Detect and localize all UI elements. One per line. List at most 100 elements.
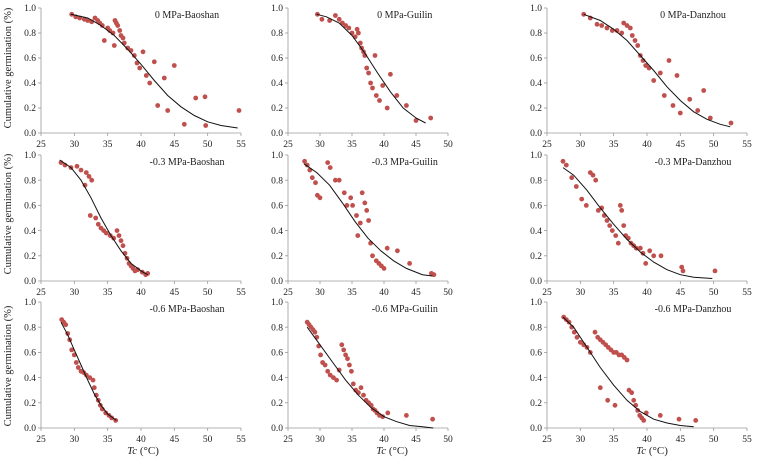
x-axis-label-col-1: Tc (°C) (127, 445, 159, 457)
data-point (341, 347, 347, 353)
data-point (140, 49, 146, 55)
data-point (431, 272, 437, 278)
data-point (643, 261, 649, 266)
x-tick-label: 50 (443, 288, 453, 298)
data-point (615, 240, 621, 246)
x-axis-label-unit: (°C) (646, 445, 668, 457)
panel-title: 0 MPa-Guilin (377, 10, 432, 21)
x-tick-label: 40 (642, 435, 652, 445)
x-axis-label-col-2: Tc (°C) (376, 445, 408, 457)
x-tick-label: 35 (103, 140, 113, 150)
x-tick-label: 50 (709, 288, 719, 298)
x-tick-label: 30 (315, 140, 325, 150)
data-point (101, 38, 107, 43)
x-tick-label: 45 (676, 288, 686, 298)
data-point (617, 203, 623, 208)
x-tick-label: 45 (170, 288, 180, 298)
data-point (373, 93, 379, 98)
data-point (643, 63, 649, 68)
data-point (388, 71, 393, 77)
data-point (357, 40, 363, 46)
data-point (313, 180, 318, 186)
data-point (595, 208, 601, 213)
data-point (147, 80, 153, 86)
x-tick-label: 55 (236, 140, 246, 150)
y-tick-label: 0.2 (530, 399, 542, 409)
data-point (99, 23, 105, 28)
data-point (670, 103, 676, 108)
data-point (641, 418, 647, 423)
x-tick-label: 50 (709, 140, 719, 150)
y-tick-label: 0.4 (271, 79, 283, 89)
data-point (317, 195, 323, 201)
y-tick-label: 0.4 (271, 374, 283, 384)
y-tick-label: 0.2 (24, 252, 36, 262)
data-point (413, 118, 419, 123)
x-tick-label: 35 (347, 435, 357, 445)
y-tick-label: 0.0 (24, 129, 36, 139)
data-point (676, 416, 682, 422)
data-point (111, 43, 117, 48)
x-tick-label: 40 (136, 140, 146, 150)
data-point (384, 105, 390, 111)
data-point (380, 83, 386, 88)
x-tick-label: 30 (576, 140, 586, 150)
x-axis-label-var: Tc (127, 445, 137, 457)
x-axis-labels: Tc (°C) Tc (°C) Tc (°C) (127, 445, 668, 457)
data-point (87, 375, 93, 380)
x-axis-label-unit: (°C) (137, 445, 159, 457)
data-point (309, 175, 315, 181)
data-point (651, 78, 657, 83)
y-tick-label: 0.0 (530, 277, 542, 287)
data-point (93, 215, 99, 221)
data-point (593, 177, 599, 183)
data-point (581, 11, 587, 17)
data-point (364, 65, 370, 71)
data-point (87, 213, 93, 218)
y-tick-label: 0.0 (271, 129, 283, 139)
data-point (629, 33, 635, 38)
y-tick-label: 0.2 (271, 252, 283, 262)
panels-group: 0.00.20.40.60.81.025 30 35 40 45 50 550 MPa-Ba… (24, 4, 752, 445)
y-axis-label-row-2: Cumulative germination (%) (3, 153, 14, 274)
data-point (635, 43, 641, 48)
panel-8: 0.0 0.2 0.4 0.6 0.8 1.0 25 30 35 40 45 50 -0.6 MPa-G… (271, 298, 453, 445)
fit-curve (70, 13, 238, 129)
data-point (657, 413, 663, 418)
data-point (116, 233, 122, 239)
data-point (165, 108, 171, 113)
data-point (577, 339, 583, 345)
data-point (599, 205, 605, 211)
data-point (394, 93, 400, 98)
panel-1: 0.0 0.2 0.4 0.6 0.8 1.0 25 30 35 40 45 50 55 0 MPa-Ba… (24, 4, 246, 150)
data-point (193, 95, 199, 101)
data-point (118, 238, 124, 244)
x-tick-label: 25 (283, 435, 293, 445)
data-point (137, 65, 143, 71)
y-axis-label-left: Cumulative germination (%) Cumulative ge… (3, 7, 14, 426)
fit-curve (59, 159, 148, 276)
y-tick-label: 0.8 (271, 323, 283, 333)
y-axis-label-row-1: Cumulative germination (%) (3, 7, 14, 128)
x-tick-label: 50 (443, 435, 453, 445)
data-point (319, 16, 325, 22)
data-point (647, 248, 653, 254)
data-point (619, 30, 625, 36)
data-point (624, 23, 630, 28)
data-point (145, 271, 151, 276)
data-point (573, 184, 579, 189)
data-point (73, 360, 79, 365)
data-point (404, 413, 409, 418)
x-tick-label: 25 (542, 140, 552, 150)
x-tick-label: 35 (103, 435, 113, 445)
x-tick-label: 35 (609, 435, 619, 445)
data-point (370, 253, 375, 259)
y-tick-label: 0.6 (24, 202, 36, 212)
data-point (361, 392, 366, 398)
panel-3: 0.0 0.2 0.4 0.6 0.8 1.0 25 30 35 40 45 50 55 0 MPa-Da… (530, 4, 752, 150)
data-point (89, 177, 95, 183)
data-point (82, 182, 88, 188)
panel-title: 0 MPa-Baoshan (155, 10, 219, 21)
x-axis-label-unit: (°C) (386, 445, 408, 457)
panel-7: 0.0 0.2 0.4 0.6 0.8 1.0 25 30 35 40 45 50 55 -0.6 MPa… (24, 298, 246, 445)
